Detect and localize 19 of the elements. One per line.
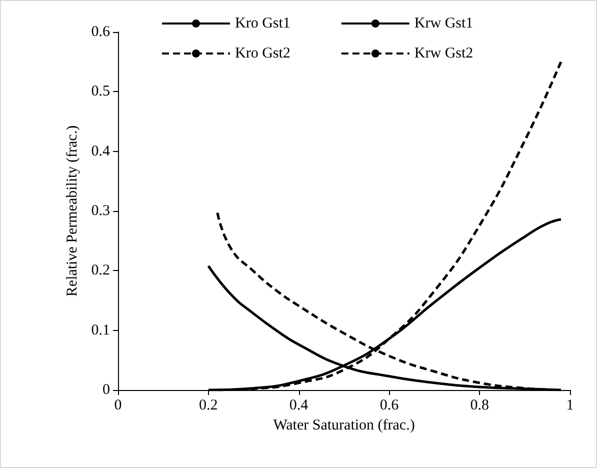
y-tick-label: 0.1 xyxy=(91,322,110,338)
x-tick-label: 0.6 xyxy=(380,398,400,414)
y-tick-label: 0.2 xyxy=(91,262,110,279)
legend-label: Kro Gst1 xyxy=(235,16,290,32)
legend-label: Krw Gst2 xyxy=(414,46,474,62)
y-tick-label: 0.6 xyxy=(91,24,110,40)
y-axis-title: Relative Permeability (frac.) xyxy=(64,125,80,297)
x-tick-label: 0.8 xyxy=(470,398,489,414)
x-tick-label: 0.2 xyxy=(199,398,218,414)
y-tick-label: 0 xyxy=(102,382,110,398)
x-tick-label: 0 xyxy=(114,398,122,414)
legend-label: Kro Gst2 xyxy=(235,46,290,62)
legend-label: Krw Gst1 xyxy=(414,16,474,32)
x-axis-title: Water Saturation (frac.) xyxy=(273,418,415,434)
x-tick-label: 0.4 xyxy=(289,398,309,414)
y-tick-label: 0.3 xyxy=(91,203,110,219)
y-tick-label: 0.4 xyxy=(91,143,110,160)
y-tick-label: 0.5 xyxy=(91,84,110,100)
x-tick-label: 1 xyxy=(566,398,574,414)
